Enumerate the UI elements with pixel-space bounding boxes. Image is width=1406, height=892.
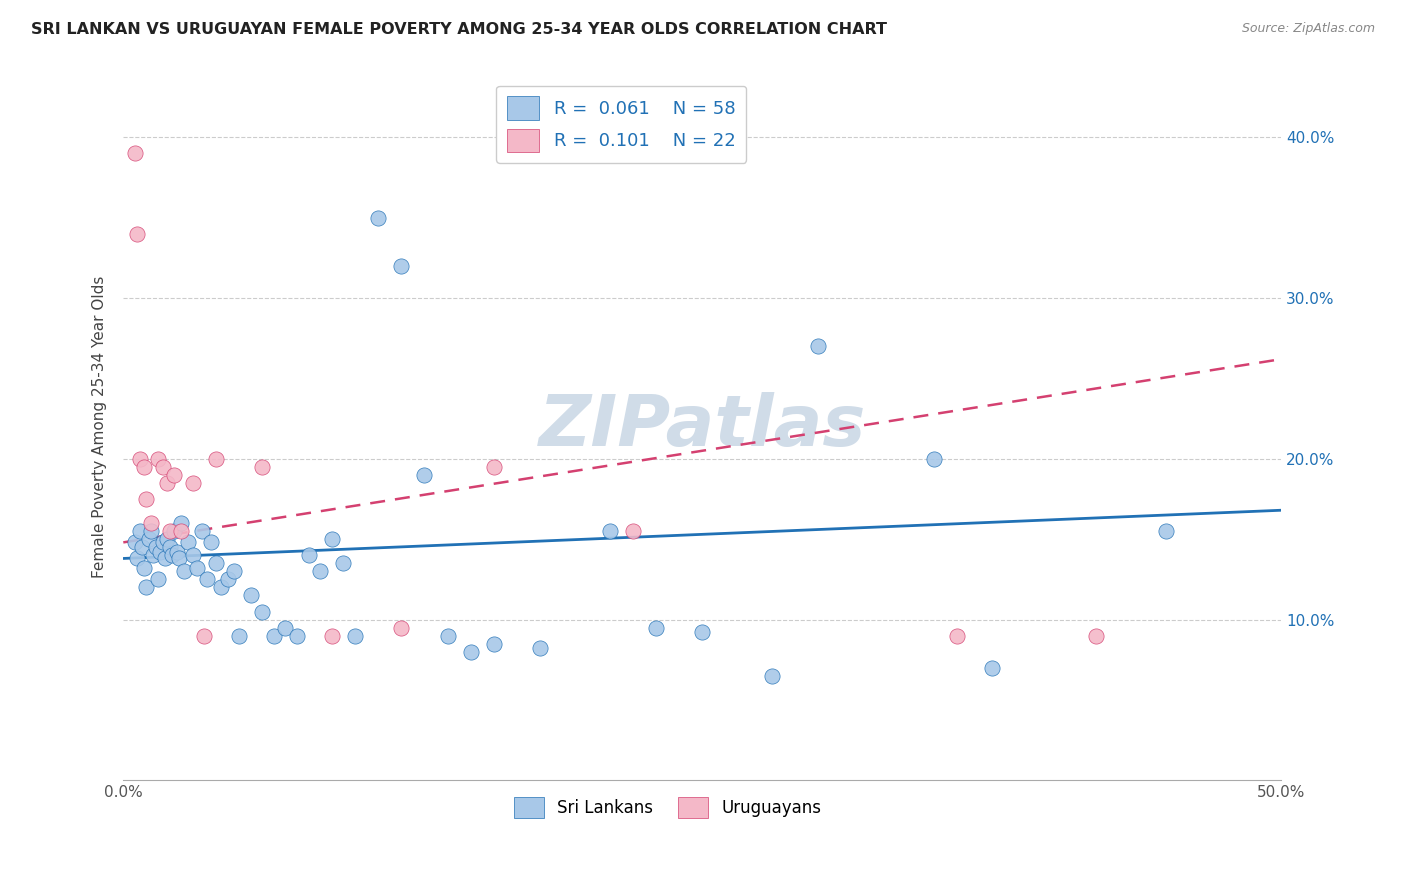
- Point: [389, 259, 412, 273]
- Point: [181, 475, 204, 490]
- Point: [205, 451, 228, 466]
- Point: [200, 535, 222, 549]
- Point: [1154, 524, 1177, 538]
- Point: [153, 551, 176, 566]
- Point: [285, 629, 308, 643]
- Point: [332, 556, 354, 570]
- Point: [170, 524, 193, 538]
- Point: [163, 467, 186, 482]
- Point: [135, 581, 157, 595]
- Point: [413, 467, 436, 482]
- Point: [163, 524, 186, 538]
- Point: [922, 451, 945, 466]
- Point: [186, 561, 208, 575]
- Point: [1085, 629, 1108, 643]
- Point: [152, 459, 174, 474]
- Point: [761, 669, 783, 683]
- Point: [621, 524, 644, 538]
- Point: [124, 146, 146, 161]
- Point: [209, 581, 232, 595]
- Point: [239, 589, 262, 603]
- Point: [124, 535, 146, 549]
- Point: [460, 645, 482, 659]
- Point: [252, 459, 274, 474]
- Point: [482, 459, 505, 474]
- Point: [138, 532, 160, 546]
- Point: [692, 625, 714, 640]
- Point: [645, 621, 668, 635]
- Point: [167, 551, 190, 566]
- Point: [309, 564, 332, 578]
- Point: [160, 548, 183, 562]
- Point: [146, 573, 169, 587]
- Point: [321, 532, 343, 546]
- Point: [389, 621, 412, 635]
- Point: [134, 459, 156, 474]
- Point: [343, 629, 366, 643]
- Point: [139, 524, 162, 538]
- Point: [297, 548, 319, 562]
- Point: [980, 661, 1002, 675]
- Point: [149, 545, 172, 559]
- Point: [134, 561, 156, 575]
- Point: [252, 605, 274, 619]
- Point: [156, 475, 179, 490]
- Point: [173, 564, 195, 578]
- Point: [159, 540, 181, 554]
- Point: [191, 524, 214, 538]
- Y-axis label: Female Poverty Among 25-34 Year Olds: Female Poverty Among 25-34 Year Olds: [93, 276, 107, 578]
- Point: [128, 451, 150, 466]
- Point: [128, 524, 150, 538]
- Point: [228, 629, 250, 643]
- Point: [170, 516, 193, 530]
- Point: [274, 621, 297, 635]
- Point: [529, 641, 551, 656]
- Point: [146, 451, 169, 466]
- Point: [482, 637, 505, 651]
- Point: [367, 211, 389, 225]
- Point: [807, 339, 830, 353]
- Point: [217, 573, 239, 587]
- Text: Source: ZipAtlas.com: Source: ZipAtlas.com: [1241, 22, 1375, 36]
- Point: [127, 227, 149, 241]
- Point: [159, 524, 181, 538]
- Point: [263, 629, 285, 643]
- Text: ZIPatlas: ZIPatlas: [538, 392, 866, 461]
- Point: [152, 535, 174, 549]
- Point: [195, 573, 218, 587]
- Point: [127, 551, 149, 566]
- Point: [193, 629, 215, 643]
- Point: [142, 548, 165, 562]
- Point: [946, 629, 969, 643]
- Point: [599, 524, 621, 538]
- Point: [145, 540, 167, 554]
- Point: [131, 540, 153, 554]
- Point: [135, 491, 157, 506]
- Text: SRI LANKAN VS URUGUAYAN FEMALE POVERTY AMONG 25-34 YEAR OLDS CORRELATION CHART: SRI LANKAN VS URUGUAYAN FEMALE POVERTY A…: [31, 22, 887, 37]
- Point: [321, 629, 343, 643]
- Point: [205, 556, 228, 570]
- Point: [436, 629, 458, 643]
- Point: [181, 548, 204, 562]
- Point: [224, 564, 246, 578]
- Point: [166, 545, 188, 559]
- Point: [139, 516, 162, 530]
- Point: [156, 532, 179, 546]
- Legend: Sri Lankans, Uruguayans: Sri Lankans, Uruguayans: [508, 790, 828, 825]
- Point: [177, 535, 200, 549]
